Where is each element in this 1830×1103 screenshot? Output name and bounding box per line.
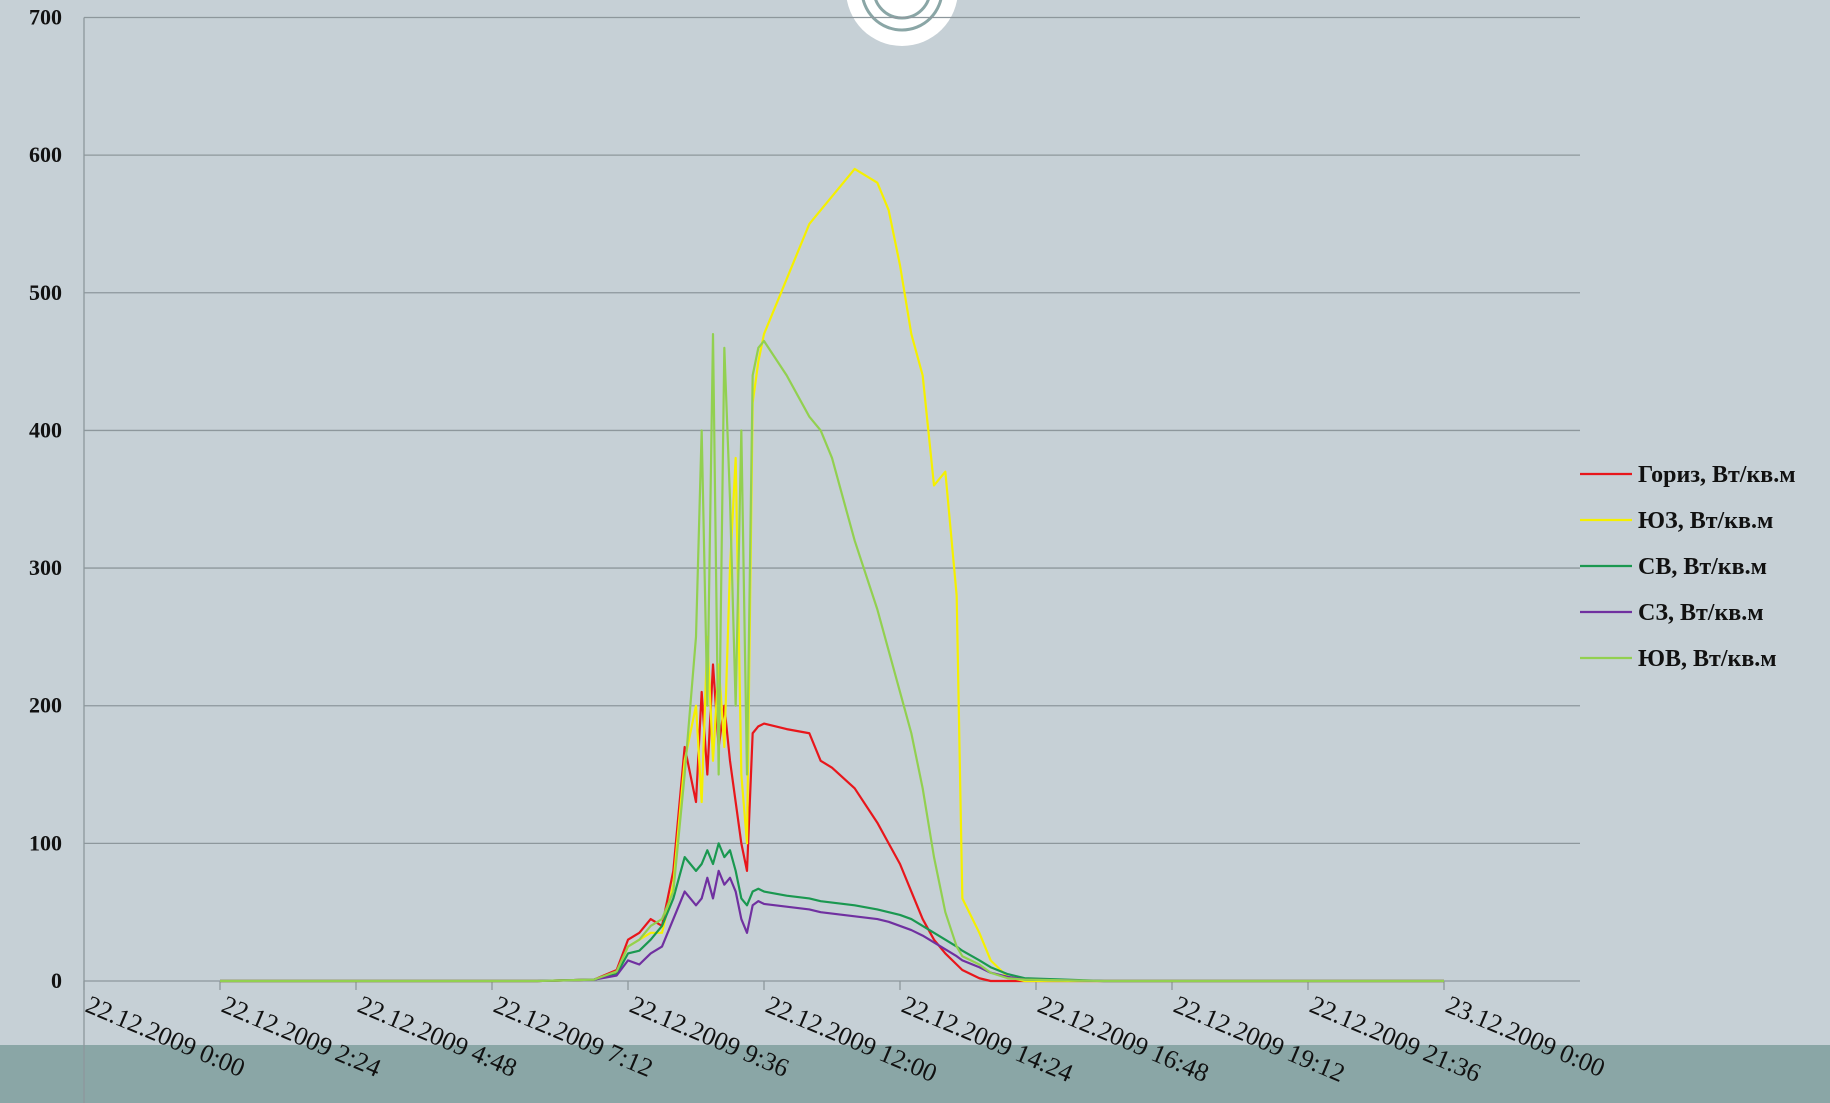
y-tick-label: 200 [29,693,62,718]
y-tick-label: 400 [29,417,62,442]
logo-inner [861,0,943,32]
footer-band [0,1045,1830,1103]
series-line [220,332,1444,983]
legend-label: ЮВ, Вт/кв.м [1638,646,1777,672]
series-line [220,663,1444,983]
series-line [220,842,1444,983]
legend-label: СЗ, Вт/кв.м [1638,600,1764,626]
logo-ring [846,0,958,46]
y-tick-label: 0 [51,968,62,993]
series-line [220,869,1444,983]
series-line [220,167,1444,983]
y-tick-label: 600 [29,142,62,167]
legend-label: СВ, Вт/кв.м [1638,554,1767,580]
y-tick-label: 500 [29,280,62,305]
y-tick-label: 100 [29,830,62,855]
y-tick-label: 300 [29,555,62,580]
y-tick-label: 700 [29,5,62,30]
legend-label: ЮЗ, Вт/кв.м [1638,508,1773,534]
legend-label: Гориз, Вт/кв.м [1638,462,1796,488]
